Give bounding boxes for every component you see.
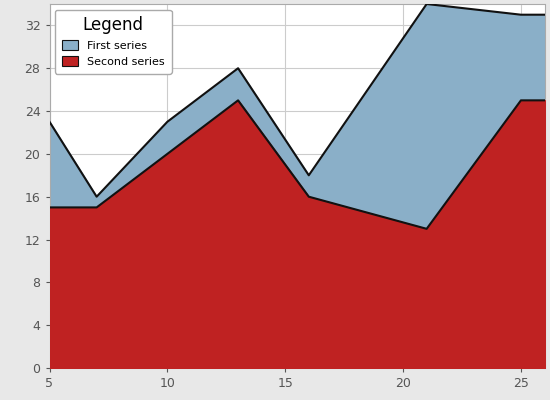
Legend: First series, Second series: First series, Second series [55,10,172,74]
